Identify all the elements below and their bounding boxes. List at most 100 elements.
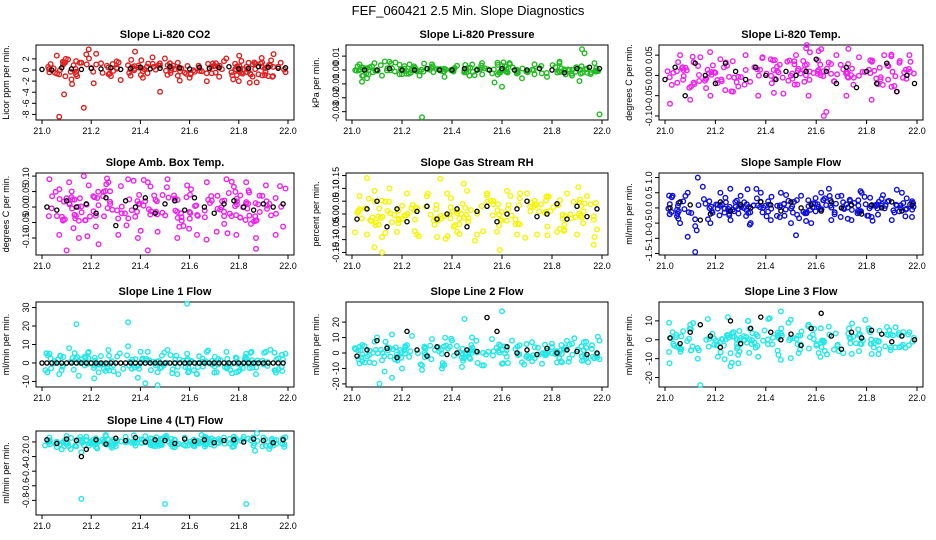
reference-point — [424, 353, 430, 359]
data-point — [371, 198, 378, 205]
reference-point — [536, 65, 543, 72]
reference-point — [586, 64, 593, 70]
chart-panel-3: Slope Li-820 Temp. degrees C per min. 21.0… — [624, 29, 926, 136]
data-point — [695, 202, 702, 209]
reference-point — [374, 67, 380, 73]
reference-point — [260, 360, 267, 366]
data-point — [144, 179, 151, 186]
reference-point — [201, 437, 208, 443]
reference-point — [454, 206, 460, 212]
data-point — [68, 188, 75, 195]
data-point — [253, 79, 260, 86]
reference-point — [662, 76, 668, 83]
data-point — [767, 56, 774, 63]
y-tick-label: 0.00 — [331, 205, 341, 223]
reference-point — [147, 66, 153, 72]
data-point — [753, 195, 760, 202]
data-point — [791, 58, 798, 65]
data-point — [450, 223, 457, 230]
data-point — [749, 330, 756, 337]
y-tick-label: -0.01 — [331, 74, 341, 95]
reference-point — [172, 198, 178, 204]
data-point — [255, 71, 262, 78]
data-point — [861, 193, 868, 200]
data-point — [178, 214, 185, 221]
outlier-point — [692, 248, 699, 255]
data-point — [897, 205, 904, 212]
x-tick-label: 21.6 — [493, 261, 511, 271]
reference-point — [778, 208, 784, 214]
data-point — [220, 434, 227, 441]
data-point — [414, 231, 421, 238]
reference-point — [894, 88, 900, 95]
data-point — [193, 231, 200, 238]
x-tick-label: 22.0 — [593, 261, 611, 271]
data-point — [735, 210, 742, 217]
data-point — [684, 189, 691, 196]
reference-point — [803, 68, 809, 75]
outlier-point — [379, 249, 386, 256]
data-point — [137, 227, 144, 234]
y-tick-label: 0.01 — [331, 47, 341, 65]
data-point — [490, 197, 497, 204]
x-tick-label: 21.0 — [343, 261, 361, 271]
reference-point — [449, 67, 455, 73]
data-point — [105, 352, 112, 359]
outlier-point — [793, 232, 800, 239]
data-point — [73, 58, 80, 65]
reference-point — [818, 310, 824, 317]
data-point — [387, 353, 394, 360]
data-point — [90, 80, 97, 87]
data-point — [121, 210, 128, 217]
data-point — [92, 223, 99, 230]
data-point — [855, 202, 862, 209]
reference-point — [255, 360, 262, 366]
data-point — [251, 447, 258, 454]
data-point — [259, 192, 266, 199]
data-point — [674, 202, 681, 209]
data-point — [391, 68, 398, 75]
data-point — [71, 350, 78, 357]
x-tick-label: 21.0 — [33, 521, 51, 531]
data-point — [379, 234, 386, 241]
x-tick-label: 22.0 — [908, 126, 926, 136]
y-tick-label: -10 — [21, 375, 31, 388]
outlier-point — [61, 91, 68, 98]
outlier-point — [820, 112, 827, 119]
data-point — [666, 211, 673, 218]
reference-point — [354, 216, 360, 222]
reference-point — [564, 216, 570, 222]
data-point — [266, 445, 273, 452]
data-point — [885, 76, 892, 83]
data-point — [529, 66, 536, 73]
data-point — [793, 335, 800, 342]
data-point — [867, 194, 874, 201]
x-tick-label: 21.8 — [543, 393, 561, 403]
data-point — [256, 192, 263, 199]
y-tick-label: -0.6 — [21, 478, 31, 494]
reference-point — [788, 199, 794, 205]
reference-point — [742, 76, 749, 83]
data-point — [795, 350, 802, 357]
data-point — [744, 186, 751, 193]
data-point — [797, 332, 804, 339]
x-tick-label: 21.2 — [393, 261, 411, 271]
data-point — [228, 213, 235, 220]
data-point — [539, 360, 546, 367]
data-point — [496, 246, 503, 253]
data-point — [832, 200, 839, 207]
data-point — [907, 58, 914, 65]
data-point — [93, 50, 100, 57]
data-point — [178, 217, 185, 224]
data-point — [130, 177, 137, 184]
data-point — [246, 79, 253, 86]
reference-point — [44, 204, 50, 210]
reference-point — [474, 67, 480, 73]
y-tick-label: 0.5 — [644, 186, 654, 199]
reference-point — [399, 67, 405, 73]
data-point — [787, 72, 794, 79]
outlier-point — [694, 174, 701, 181]
data-point — [70, 366, 77, 373]
x-tick-label: 22.0 — [593, 393, 611, 403]
outlier-point — [154, 382, 161, 389]
